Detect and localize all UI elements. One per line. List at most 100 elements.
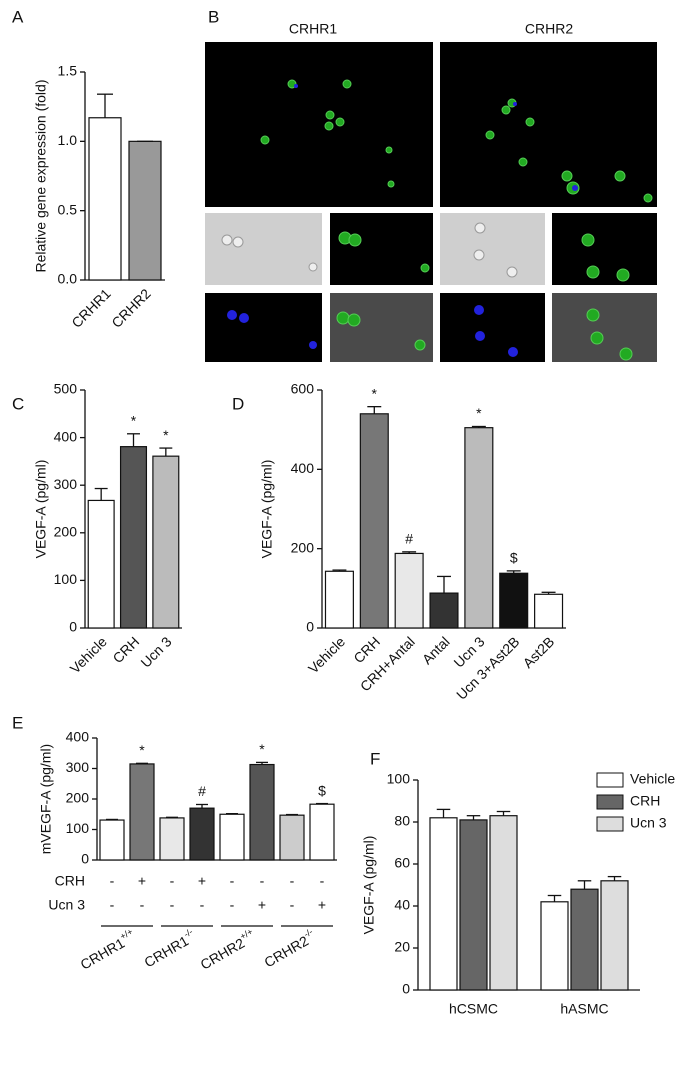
condition-value: - bbox=[260, 873, 265, 889]
error-bar bbox=[97, 93, 113, 118]
panel-letter: F bbox=[370, 749, 380, 768]
bar bbox=[359, 413, 389, 629]
y-tick-label: 600 bbox=[291, 381, 315, 397]
condition-value: + bbox=[198, 873, 206, 889]
bar bbox=[540, 901, 569, 991]
error-bar bbox=[367, 406, 382, 414]
error-bar bbox=[466, 815, 481, 820]
y-tick-label: 200 bbox=[66, 790, 90, 806]
panel-letter: D bbox=[232, 394, 244, 413]
condition-value: + bbox=[258, 897, 266, 913]
bar bbox=[570, 888, 599, 991]
y-tick-label: 100 bbox=[54, 571, 78, 587]
bar bbox=[88, 117, 122, 281]
significance-mark: * bbox=[372, 385, 378, 401]
x-tick-label: Vehicle bbox=[305, 633, 348, 676]
error-bar bbox=[106, 818, 118, 821]
y-axis-label: VEGF-A (pg/ml) bbox=[33, 460, 49, 559]
bar bbox=[429, 817, 458, 991]
error-bar bbox=[127, 433, 140, 447]
significance-mark: * bbox=[163, 427, 169, 443]
group-name: CRHR1 bbox=[77, 934, 127, 972]
condition-value: - bbox=[200, 897, 205, 913]
group-label: CRHR1+/+ bbox=[77, 927, 139, 973]
panel-letter: E bbox=[12, 713, 23, 732]
bar bbox=[394, 552, 424, 629]
bar bbox=[249, 763, 275, 861]
x-tick-label: CRHR1 bbox=[68, 285, 114, 331]
error-bar bbox=[196, 803, 208, 809]
condition-value: - bbox=[110, 897, 115, 913]
bar bbox=[99, 819, 125, 861]
bar bbox=[279, 814, 305, 861]
bar bbox=[459, 819, 488, 991]
bar bbox=[152, 455, 180, 629]
bar bbox=[159, 817, 185, 861]
error-bar bbox=[256, 761, 268, 765]
y-tick-label: 20 bbox=[394, 939, 410, 955]
legend-swatch bbox=[596, 816, 624, 832]
significance-mark: # bbox=[198, 783, 206, 799]
error-bar bbox=[316, 802, 328, 805]
condition-label: CRH bbox=[55, 873, 85, 889]
y-tick-label: 0 bbox=[81, 851, 89, 867]
error-bar bbox=[226, 812, 238, 815]
condition-label: Ucn 3 bbox=[48, 897, 85, 913]
error-bar bbox=[166, 816, 178, 818]
significance-mark: $ bbox=[318, 782, 326, 798]
error-bar bbox=[471, 425, 486, 428]
y-tick-label: 300 bbox=[54, 476, 78, 492]
condition-value: - bbox=[170, 897, 175, 913]
bar bbox=[87, 499, 115, 629]
error-bar bbox=[496, 810, 511, 816]
x-tick-label: Vehicle bbox=[67, 633, 110, 676]
bar bbox=[128, 140, 162, 281]
y-tick-label: 400 bbox=[54, 428, 78, 444]
bar bbox=[309, 803, 335, 861]
y-tick-label: 0 bbox=[402, 981, 410, 997]
significance-mark: * bbox=[131, 412, 137, 428]
bar bbox=[189, 807, 215, 861]
column-title: CRHR1 bbox=[289, 21, 337, 37]
y-axis-label: Relative gene expression (fold) bbox=[33, 80, 49, 273]
error-bar bbox=[547, 894, 562, 902]
y-tick-label: 100 bbox=[66, 820, 90, 836]
y-tick-label: 200 bbox=[54, 524, 78, 540]
y-tick-label: 1.0 bbox=[58, 132, 78, 148]
error-bar bbox=[332, 569, 347, 572]
condition-value: - bbox=[170, 873, 175, 889]
condition-value: - bbox=[230, 897, 235, 913]
error-bar bbox=[607, 875, 622, 881]
y-tick-label: 0 bbox=[306, 619, 314, 635]
significance-mark: # bbox=[405, 531, 413, 547]
bar bbox=[489, 815, 518, 991]
y-axis-label: VEGF-A (pg/ml) bbox=[361, 836, 377, 935]
legend-label: CRH bbox=[630, 793, 660, 809]
x-tick-label: Ast2B bbox=[520, 633, 558, 671]
y-tick-label: 200 bbox=[291, 539, 315, 555]
legend-label: Vehicle bbox=[630, 771, 675, 787]
condition-value: - bbox=[110, 873, 115, 889]
condition-value: + bbox=[318, 897, 326, 913]
x-tick-label: Ucn 3 bbox=[137, 633, 174, 670]
error-bar bbox=[286, 813, 298, 816]
error-bar bbox=[541, 591, 556, 595]
group-name: CRHR1 bbox=[141, 932, 191, 970]
panel-letter: B bbox=[208, 7, 219, 26]
y-tick-label: 500 bbox=[54, 381, 78, 397]
condition-value: - bbox=[290, 873, 295, 889]
y-axis-label: mVEGF-A (pg/ml) bbox=[38, 744, 54, 854]
significance-mark: $ bbox=[510, 550, 518, 566]
y-tick-label: 0 bbox=[69, 619, 77, 635]
panel-letter: C bbox=[12, 394, 24, 413]
y-tick-label: 400 bbox=[291, 460, 315, 476]
group-label: CRHR2-/- bbox=[261, 927, 319, 970]
error-bar bbox=[402, 551, 417, 554]
bar bbox=[119, 446, 148, 629]
group-name: CRHR2 bbox=[197, 934, 247, 972]
error-bar bbox=[436, 808, 451, 818]
bar bbox=[324, 570, 354, 629]
y-tick-label: 80 bbox=[394, 813, 410, 829]
y-axis-label: VEGF-A (pg/ml) bbox=[259, 460, 275, 559]
